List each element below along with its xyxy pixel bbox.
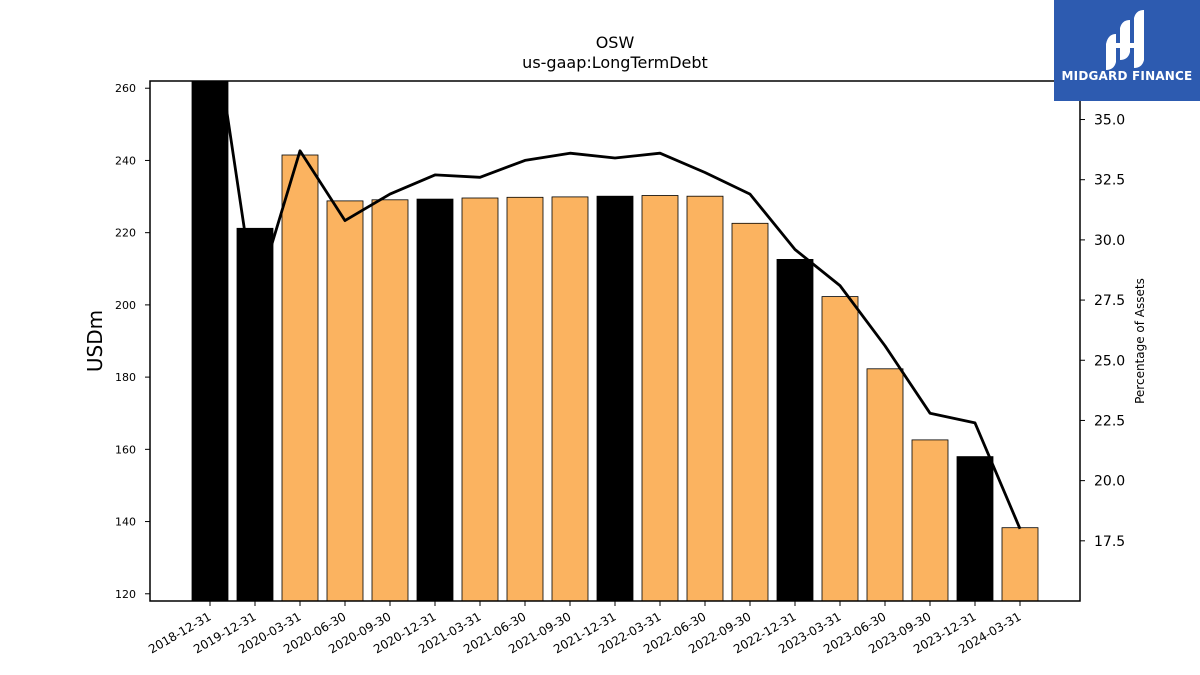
y2-tick-label: 35.0 [1094,113,1125,129]
y-tick-label: 220 [115,227,136,240]
brand-logo: MIDGARD FINANCE [1054,0,1200,101]
line-group [220,81,1022,530]
bar-2022-03-31 [641,195,679,601]
y2-axis-label: Percentage of Assets [1133,278,1147,404]
bar-2022-06-30 [686,195,724,601]
y2-tick-label: 17.5 [1094,534,1125,550]
y-tick-label: 140 [115,516,136,529]
y2-tick-label: 30.0 [1094,233,1125,249]
bar-2024-03-31 [1001,527,1039,601]
y2-tick-label: 22.5 [1094,413,1125,429]
bar-2020-03-31 [281,154,319,601]
bar-2018-12-31 [191,81,229,601]
percentage-line [220,81,1022,530]
chart-subtitle: us-gaap:LongTermDebt [522,53,708,72]
y-axis-label: USDm [83,310,107,372]
bar-2022-12-31 [776,258,814,601]
y2-tick-label: 27.5 [1094,293,1125,309]
y-tick-label: 120 [115,588,136,601]
bar-2022-09-30 [731,222,769,601]
y-tick-label: 260 [115,82,136,95]
bar-2020-09-30 [371,199,409,601]
y2-tick-label: 20.0 [1094,474,1125,490]
bar-2023-03-31 [821,296,859,601]
bar-2021-09-30 [551,196,589,601]
logo-text: MIDGARD FINANCE [1061,69,1193,83]
bar-2021-06-30 [506,196,544,601]
bar-2020-12-31 [416,198,454,601]
bar-2023-12-31 [956,456,994,601]
bar-2023-06-30 [866,368,904,601]
y-tick-label: 180 [115,371,136,384]
chart-title: OSW [596,33,635,52]
bar-2021-12-31 [596,195,634,601]
bar-group [191,81,1039,601]
y-tick-label: 240 [115,154,136,167]
bar-2023-09-30 [911,439,949,601]
midgard-logo-icon [1106,10,1144,70]
y2-tick-label: 32.5 [1094,173,1125,189]
bar-2021-03-31 [461,197,499,601]
bar-2020-06-30 [326,200,364,601]
bar-2019-12-31 [236,227,274,601]
y2-tick-label: 25.0 [1094,353,1125,369]
y-tick-label: 160 [115,443,136,456]
y-tick-label: 200 [115,299,136,312]
